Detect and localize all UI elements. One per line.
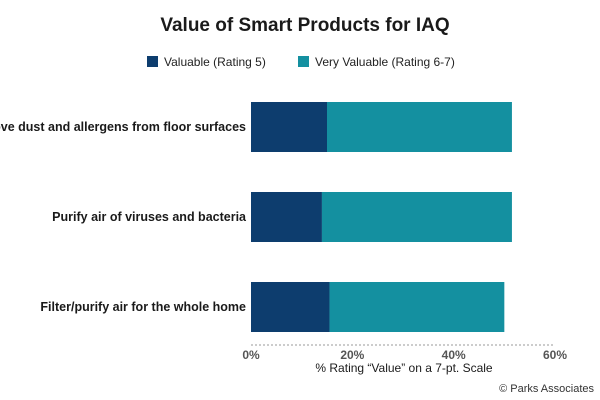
- x-tick-label-1: 0%: [242, 348, 260, 362]
- legend-swatch-2: [298, 56, 309, 67]
- legend-swatch-1: [147, 56, 158, 67]
- category-labels: Remove dust and allergens from floor sur…: [0, 120, 247, 314]
- bar-1-series-2: [327, 102, 512, 152]
- category-label-1: Remove dust and allergens from floor sur…: [0, 120, 246, 134]
- x-tick-label-3: 40%: [442, 348, 466, 362]
- category-label-3: Filter/purify air for the whole home: [40, 300, 246, 314]
- legend-label-1: Valuable (Rating 5): [164, 55, 266, 69]
- x-tick-label-2: 20%: [340, 348, 364, 362]
- chart-title: Value of Smart Products for IAQ: [160, 15, 449, 36]
- bar-2-series-2: [321, 192, 512, 242]
- x-tick-label-4: 60%: [543, 348, 567, 362]
- credit-text: © Parks Associates: [499, 383, 594, 395]
- bar-2-series-1: [251, 192, 322, 242]
- x-axis: 0% 20% 40% 60%: [242, 344, 567, 362]
- bar-1-series-1: [251, 102, 327, 152]
- category-label-2: Purify air of viruses and bacteria: [52, 210, 247, 224]
- bar-3-series-1: [251, 282, 330, 332]
- bar-3-series-2: [329, 282, 505, 332]
- bars: [251, 102, 512, 332]
- legend: Valuable (Rating 5) Very Valuable (Rating…: [147, 55, 455, 69]
- x-axis-title: % Rating “Value” on a 7-pt. Scale: [315, 361, 493, 375]
- legend-label-2: Very Valuable (Rating 6-7): [315, 55, 455, 69]
